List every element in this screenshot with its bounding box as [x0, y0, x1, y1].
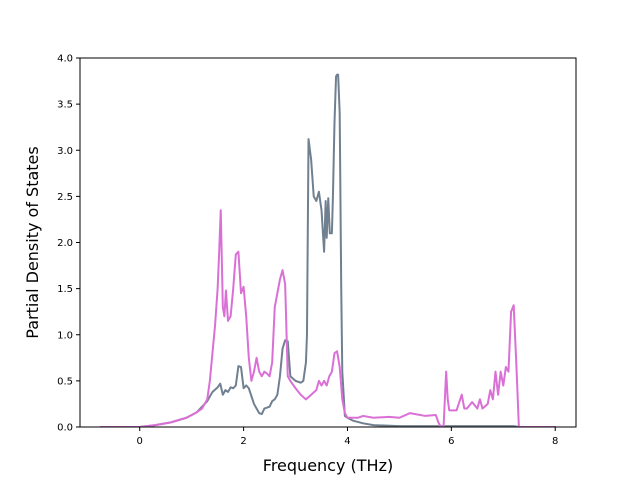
y-axis-ticks: 0.0 0.5 1.0 1.5 2.0 2.5 3.0 3.5 4.0 [57, 54, 80, 434]
y-tick-label: 2.0 [57, 238, 73, 249]
x-tick-label: 8 [552, 436, 558, 447]
x-axis-ticks: 0 2 4 6 8 [137, 427, 558, 447]
x-axis-label: Frequency (THz) [263, 456, 393, 475]
y-tick-label: 0.0 [57, 423, 73, 434]
y-tick-label: 3.5 [57, 100, 73, 111]
x-tick-label: 6 [448, 436, 454, 447]
series-line-2 [99, 209, 557, 427]
y-tick-label: 4.0 [57, 54, 73, 65]
y-tick-label: 0.5 [57, 376, 73, 387]
y-axis-label: Partial Density of States [23, 146, 42, 338]
x-tick-label: 2 [240, 436, 246, 447]
y-tick-label: 1.5 [57, 284, 73, 295]
x-tick-label: 4 [344, 436, 350, 447]
y-tick-label: 3.0 [57, 146, 73, 157]
y-tick-label: 1.0 [57, 330, 73, 341]
y-tick-label: 2.5 [57, 192, 73, 203]
series-layer [99, 73, 557, 427]
x-tick-label: 0 [137, 436, 143, 447]
